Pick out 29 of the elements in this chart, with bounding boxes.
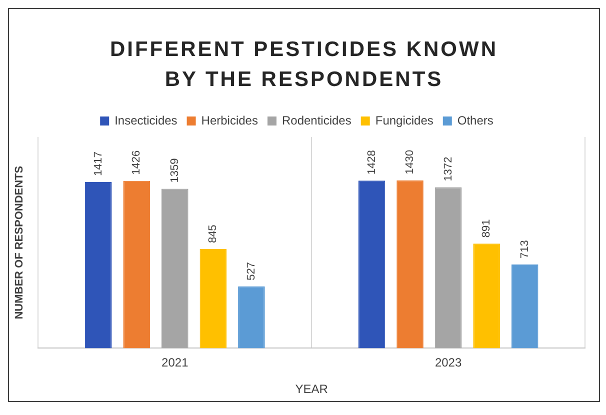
bar xyxy=(84,182,112,348)
data-label: 1426 xyxy=(130,150,143,175)
data-label: 1428 xyxy=(366,150,378,175)
x-tick-label: 2021 xyxy=(162,356,189,370)
legend-label: Insecticides xyxy=(114,113,178,128)
x-tick-label: 2023 xyxy=(434,356,462,370)
x-axis-title: YEAR xyxy=(295,382,328,396)
data-label: 527 xyxy=(245,262,258,280)
bar xyxy=(396,180,424,348)
legend-label: Rodenticides xyxy=(282,113,352,128)
legend-label: Others xyxy=(457,113,494,128)
data-label: 1372 xyxy=(442,156,454,182)
data-label: 1430 xyxy=(404,150,416,174)
legend-label: Herbicides xyxy=(201,113,258,128)
chart-title: DIFFERENT PESTICIDES KNOWN BY THE RESPONDENTS xyxy=(108,37,499,93)
data-label: 1359 xyxy=(168,158,181,183)
bar xyxy=(238,286,265,348)
bar xyxy=(473,244,500,348)
y-axis-title: NUMBER OF RESPONDENTS xyxy=(14,166,26,320)
data-label: 713 xyxy=(518,240,531,259)
legend-label: Fungicides xyxy=(375,113,434,128)
bar xyxy=(358,180,386,348)
data-label: 845 xyxy=(207,224,220,244)
data-label: 1417 xyxy=(92,151,104,176)
bar xyxy=(162,188,188,348)
bar xyxy=(200,249,227,348)
bar xyxy=(434,187,462,348)
bar xyxy=(123,180,150,348)
data-label: 891 xyxy=(480,219,493,238)
